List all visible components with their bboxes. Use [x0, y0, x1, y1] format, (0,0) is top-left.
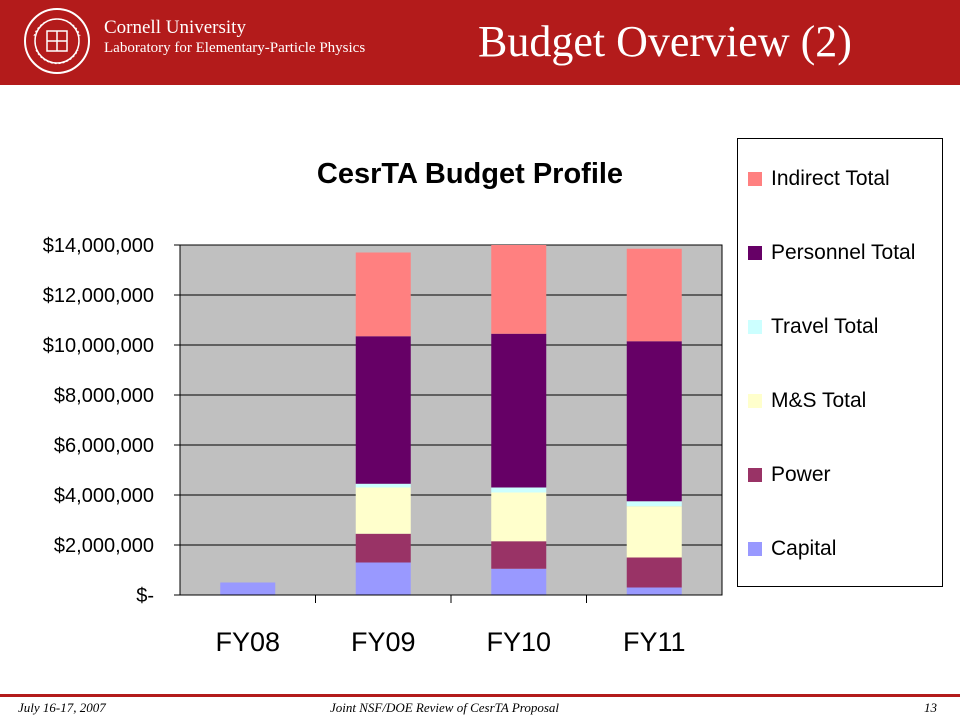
footer-event: Joint NSF/DOE Review of CesrTA Proposal [330, 700, 560, 715]
legend-label: Power [771, 463, 831, 486]
y-tick-label: $4,000,000 [54, 485, 154, 507]
chart-legend: Indirect Total Personnel Total Travel Tota… [737, 138, 943, 587]
legend-label: Personnel Total [771, 241, 916, 264]
bar-segment-personnel-total-fy10 [491, 333, 547, 488]
legend-swatch [748, 172, 762, 186]
x-tick-label: FY11 [623, 627, 686, 657]
y-tick-label: $- [136, 585, 154, 607]
bar-segment-m-s-total-fy09 [355, 487, 411, 534]
laboratory-name: Laboratory for Elementary-Particle Physi… [104, 40, 366, 56]
bar-segment-indirect-total-fy09 [355, 252, 411, 337]
bar-segment-capital-fy09 [355, 562, 411, 595]
legend-label: M&S Total [771, 389, 867, 412]
bar-segment-indirect-total-fy10 [491, 245, 547, 334]
bar-segment-power-fy11 [626, 557, 682, 588]
bar-segment-capital-fy08 [220, 582, 276, 595]
footer-date: July 16-17, 2007 [18, 700, 106, 715]
bar-segment-travel-total-fy09 [355, 483, 411, 488]
bar-segment-power-fy09 [355, 533, 411, 563]
bar-segment-personnel-total-fy09 [355, 336, 411, 484]
x-tick-label: FY08 [215, 627, 280, 657]
bar-segment-m-s-total-fy10 [491, 492, 547, 542]
slide-title: Budget Overview (2) [478, 17, 852, 66]
page-number: 13 [924, 700, 937, 715]
y-tick-label: $2,000,000 [54, 535, 154, 557]
legend-swatch [748, 246, 762, 260]
legend-item: Travel Total [748, 313, 878, 341]
x-tick-label: FY10 [486, 627, 551, 657]
legend-item: Capital [748, 535, 836, 563]
cornell-seal-logo [24, 8, 90, 74]
bar-segment-indirect-total-fy11 [626, 248, 682, 342]
legend-label: Capital [771, 537, 837, 560]
chart-title: CesrTA Budget Profile [317, 158, 623, 190]
y-tick-label: $14,000,000 [43, 235, 154, 257]
university-name: Cornell University [104, 17, 246, 38]
header-banner: Cornell University Laboratory for Elemen… [0, 0, 960, 85]
legend-swatch [748, 320, 762, 334]
bar-segment-travel-total-fy10 [491, 487, 547, 493]
bar-segment-capital-fy10 [491, 568, 547, 595]
legend-label: Travel Total [771, 315, 879, 338]
legend-swatch [748, 394, 762, 408]
bar-segment-travel-total-fy11 [626, 501, 682, 507]
budget-chart: CesrTA Budget Profile $- $2,000,000 $4,000… [43, 158, 723, 657]
legend-label: Indirect Total [771, 167, 890, 190]
bar-segment-m-s-total-fy11 [626, 506, 682, 558]
legend-swatch [748, 542, 762, 556]
footer-divider [0, 694, 960, 697]
y-tick-label: $10,000,000 [43, 335, 154, 357]
legend-item: Power [748, 461, 831, 489]
y-tick-label: $8,000,000 [54, 385, 154, 407]
legend-item: Personnel Total [748, 239, 915, 267]
x-tick-label: FY09 [351, 627, 416, 657]
legend-item: Indirect Total [748, 165, 890, 193]
bar-segment-personnel-total-fy11 [626, 341, 682, 502]
legend-swatch [748, 468, 762, 482]
bar-segment-power-fy10 [491, 541, 547, 569]
legend-item: M&S Total [748, 387, 866, 415]
y-tick-label: $6,000,000 [54, 435, 154, 457]
bar-segment-capital-fy11 [626, 587, 682, 595]
y-tick-label: $12,000,000 [43, 285, 154, 307]
